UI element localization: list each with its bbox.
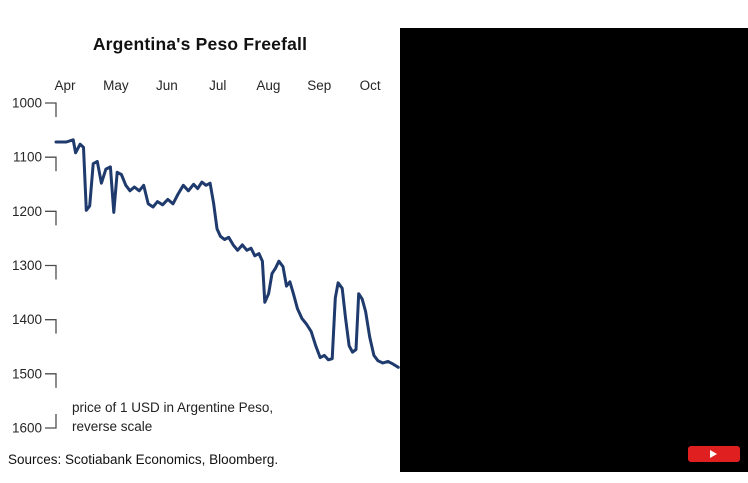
x-axis-labels: Apr May Jun Jul Aug Sep Oct: [55, 78, 381, 93]
x-axis-month-label: May: [103, 78, 129, 93]
series-line: [54, 138, 400, 369]
x-axis-month-label: Aug: [256, 78, 280, 93]
chart-annotation: price of 1 USD in Argentine Peso, revers…: [72, 398, 273, 436]
x-axis-month-label: Sep: [307, 78, 331, 93]
x-axis-month-label: Jun: [156, 78, 178, 93]
y-axis-tick-mark: [45, 210, 57, 226]
chart-panel: 1000 1100 1200 1300 1400 1500 1600 Apr May Jun Ju…: [8, 34, 400, 467]
video-watermark-icon[interactable]: [688, 446, 740, 462]
annotation-line-1: price of 1 USD in Argentine Peso,: [72, 400, 274, 415]
y-axis-tick-label: 1400: [12, 312, 42, 327]
y-axis-tick-mark: [45, 414, 57, 429]
y-axis: 1000 1100 1200 1300 1400 1500 1600: [12, 96, 57, 436]
y-axis-tick-mark: [45, 102, 57, 117]
y-axis-tick-mark: [45, 156, 57, 172]
y-axis-tick-mark: [45, 373, 57, 388]
y-axis-tick-mark: [45, 264, 57, 280]
play-triangle-icon: [710, 450, 717, 458]
y-axis-tick-label: 1000: [12, 96, 42, 111]
peso-line-chart: 1000 1100 1200 1300 1400 1500 1600 Apr May Jun Ju…: [12, 78, 400, 436]
x-axis-month-label: Jul: [209, 78, 226, 93]
y-axis-tick-label: 1200: [12, 204, 42, 219]
y-axis-tick-mark: [45, 319, 57, 334]
x-axis-month-label: Oct: [360, 78, 381, 93]
video-letterbox: [400, 28, 748, 472]
y-axis-tick-label: 1100: [13, 150, 42, 165]
y-axis-tick-label: 1600: [12, 421, 42, 436]
y-axis-tick-label: 1500: [12, 366, 42, 381]
source-credit: Sources: Scotiabank Economics, Bloomberg…: [8, 452, 279, 467]
chart-title: Argentina's Peso Freefall: [92, 34, 308, 54]
annotation-line-2: reverse scale: [72, 419, 153, 434]
y-axis-tick-label: 1300: [12, 258, 42, 273]
x-axis-month-label: Apr: [55, 78, 77, 93]
